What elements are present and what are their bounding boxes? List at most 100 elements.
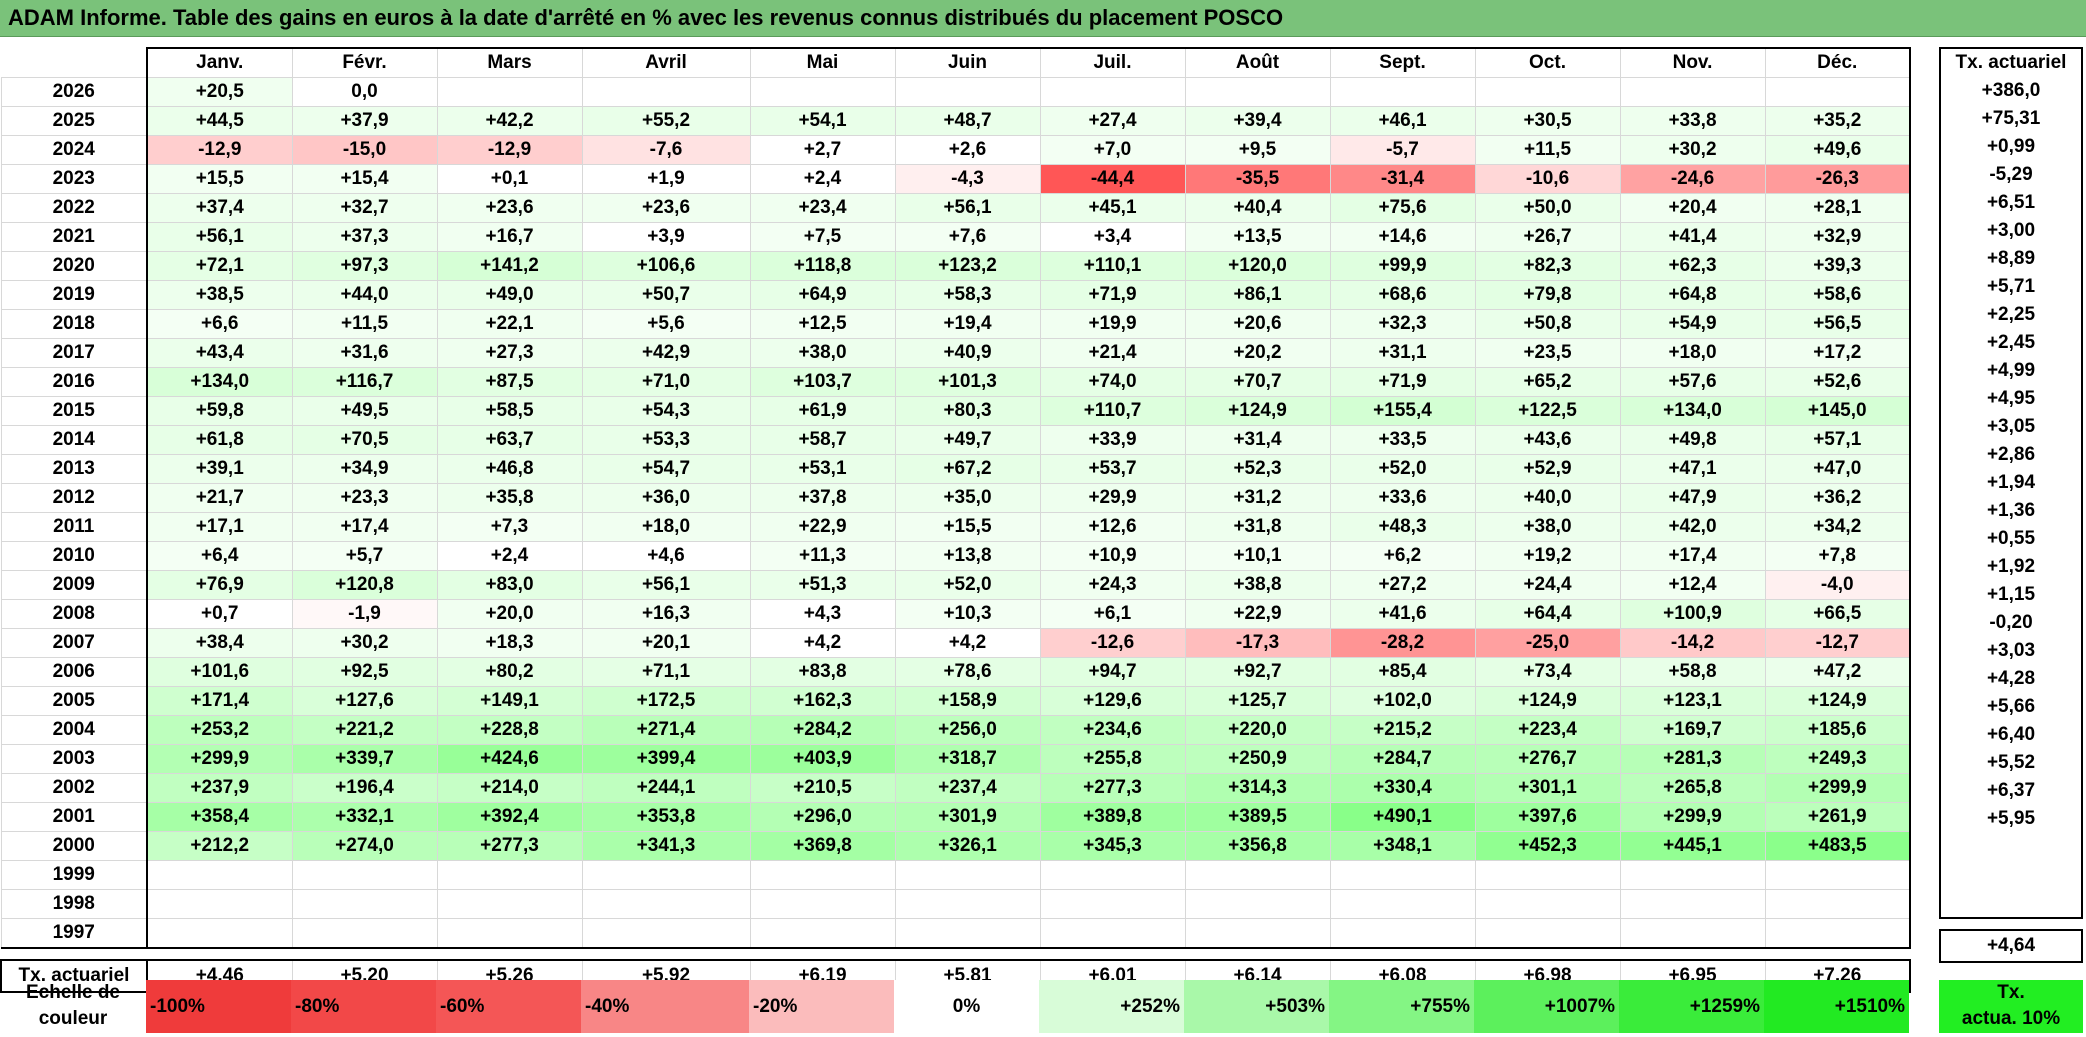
gain-cell[interactable]: +27,3 (436, 338, 583, 368)
gain-cell[interactable]: +261,9 (1764, 802, 1911, 832)
gain-cell[interactable]: +58,8 (1619, 657, 1766, 687)
gain-cell[interactable]: +18,0 (1619, 338, 1766, 368)
gain-cell[interactable]: +53,3 (581, 425, 751, 455)
gain-cell[interactable]: +68,6 (1329, 280, 1476, 310)
gain-cell[interactable]: +38,4 (146, 628, 293, 658)
gain-cell[interactable]: +20,4 (1619, 193, 1766, 223)
gain-cell[interactable]: +65,2 (1474, 367, 1621, 397)
gain-cell[interactable]: +70,7 (1184, 367, 1331, 397)
gain-cell[interactable]: +212,2 (146, 831, 293, 861)
gain-cell[interactable]: +162,3 (749, 686, 896, 716)
gain-cell[interactable]: +339,7 (291, 744, 438, 774)
gain-cell[interactable]: +31,8 (1184, 512, 1331, 542)
gain-cell[interactable]: +445,1 (1619, 831, 1766, 861)
gain-cell[interactable]: +35,0 (894, 483, 1041, 513)
gain-cell[interactable]: +18,0 (581, 512, 751, 542)
gain-cell[interactable]: +12,4 (1619, 570, 1766, 600)
gain-cell[interactable]: +369,8 (749, 831, 896, 861)
gain-cell[interactable] (1474, 860, 1621, 890)
gain-cell[interactable] (894, 889, 1041, 919)
gain-cell[interactable]: +141,2 (436, 251, 583, 281)
gain-cell[interactable]: +399,4 (581, 744, 751, 774)
gain-cell[interactable]: -17,3 (1184, 628, 1331, 658)
gain-cell[interactable]: +7,5 (749, 222, 896, 252)
gain-cell[interactable] (581, 77, 751, 107)
gain-cell[interactable] (1184, 889, 1331, 919)
gain-cell[interactable]: +110,1 (1039, 251, 1186, 281)
gain-cell[interactable] (1764, 77, 1911, 107)
gain-cell[interactable]: +15,4 (291, 164, 438, 194)
gain-cell[interactable]: +22,9 (749, 512, 896, 542)
gain-cell[interactable]: +49,0 (436, 280, 583, 310)
gain-cell[interactable] (436, 918, 583, 949)
gain-cell[interactable]: +58,3 (894, 280, 1041, 310)
gain-cell[interactable] (291, 889, 438, 919)
gain-cell[interactable] (436, 77, 583, 107)
gain-cell[interactable]: +389,8 (1039, 802, 1186, 832)
gain-cell[interactable]: +34,9 (291, 454, 438, 484)
gain-cell[interactable]: +11,3 (749, 541, 896, 571)
gain-cell[interactable]: +326,1 (894, 831, 1041, 861)
gain-cell[interactable]: -28,2 (1329, 628, 1476, 658)
gain-cell[interactable] (291, 918, 438, 949)
gain-cell[interactable]: +129,6 (1039, 686, 1186, 716)
gain-cell[interactable]: +16,7 (436, 222, 583, 252)
gain-cell[interactable]: +120,0 (1184, 251, 1331, 281)
gain-cell[interactable]: +44,0 (291, 280, 438, 310)
gain-cell[interactable]: +274,0 (291, 831, 438, 861)
gain-cell[interactable]: +237,9 (146, 773, 293, 803)
gain-cell[interactable]: +33,6 (1329, 483, 1476, 513)
gain-cell[interactable]: +46,8 (436, 454, 583, 484)
gain-cell[interactable] (749, 889, 896, 919)
gain-cell[interactable]: +296,0 (749, 802, 896, 832)
gain-cell[interactable]: +48,7 (894, 106, 1041, 136)
gain-cell[interactable]: -4,0 (1764, 570, 1911, 600)
gain-cell[interactable]: +47,9 (1619, 483, 1766, 513)
gain-cell[interactable]: +102,0 (1329, 686, 1476, 716)
gain-cell[interactable]: +318,7 (894, 744, 1041, 774)
gain-cell[interactable]: +483,5 (1764, 831, 1911, 861)
gain-cell[interactable]: +17,4 (1619, 541, 1766, 571)
gain-cell[interactable]: +341,3 (581, 831, 751, 861)
gain-cell[interactable]: +20,1 (581, 628, 751, 658)
gain-cell[interactable]: +13,5 (1184, 222, 1331, 252)
gain-cell[interactable]: +54,1 (749, 106, 896, 136)
gain-cell[interactable]: +220,0 (1184, 715, 1331, 745)
gain-cell[interactable]: +9,5 (1184, 135, 1331, 165)
gain-cell[interactable]: +353,8 (581, 802, 751, 832)
gain-cell[interactable] (1474, 918, 1621, 949)
gain-cell[interactable]: +19,4 (894, 309, 1041, 339)
gain-cell[interactable]: +71,0 (581, 367, 751, 397)
gain-cell[interactable]: +38,8 (1184, 570, 1331, 600)
gain-cell[interactable]: +58,6 (1764, 280, 1911, 310)
gain-cell[interactable]: -12,7 (1764, 628, 1911, 658)
gain-cell[interactable]: +51,3 (749, 570, 896, 600)
gain-cell[interactable]: +4,2 (749, 628, 896, 658)
gain-cell[interactable]: +0,7 (146, 599, 293, 629)
gain-cell[interactable]: +101,6 (146, 657, 293, 687)
gain-cell[interactable]: +123,2 (894, 251, 1041, 281)
gain-cell[interactable]: +75,6 (1329, 193, 1476, 223)
gain-cell[interactable]: +83,0 (436, 570, 583, 600)
gain-cell[interactable]: -26,3 (1764, 164, 1911, 194)
gain-cell[interactable]: +330,4 (1329, 773, 1476, 803)
gain-cell[interactable]: +76,9 (146, 570, 293, 600)
gain-cell[interactable]: +49,7 (894, 425, 1041, 455)
gain-cell[interactable]: +27,4 (1039, 106, 1186, 136)
gain-cell[interactable] (581, 860, 751, 890)
gain-cell[interactable]: +299,9 (1619, 802, 1766, 832)
gain-cell[interactable]: -4,3 (894, 164, 1041, 194)
gain-cell[interactable]: -35,5 (1184, 164, 1331, 194)
gain-cell[interactable]: +7,6 (894, 222, 1041, 252)
gain-cell[interactable]: +284,2 (749, 715, 896, 745)
gain-cell[interactable]: +215,2 (1329, 715, 1476, 745)
gain-cell[interactable]: -44,4 (1039, 164, 1186, 194)
gain-cell[interactable]: +40,0 (1474, 483, 1621, 513)
gain-cell[interactable]: +123,1 (1619, 686, 1766, 716)
gain-cell[interactable]: +101,3 (894, 367, 1041, 397)
gain-cell[interactable]: +82,3 (1474, 251, 1621, 281)
gain-cell[interactable]: +223,4 (1474, 715, 1621, 745)
gain-cell[interactable]: +7,0 (1039, 135, 1186, 165)
gain-cell[interactable]: +356,8 (1184, 831, 1331, 861)
gain-cell[interactable]: +250,9 (1184, 744, 1331, 774)
